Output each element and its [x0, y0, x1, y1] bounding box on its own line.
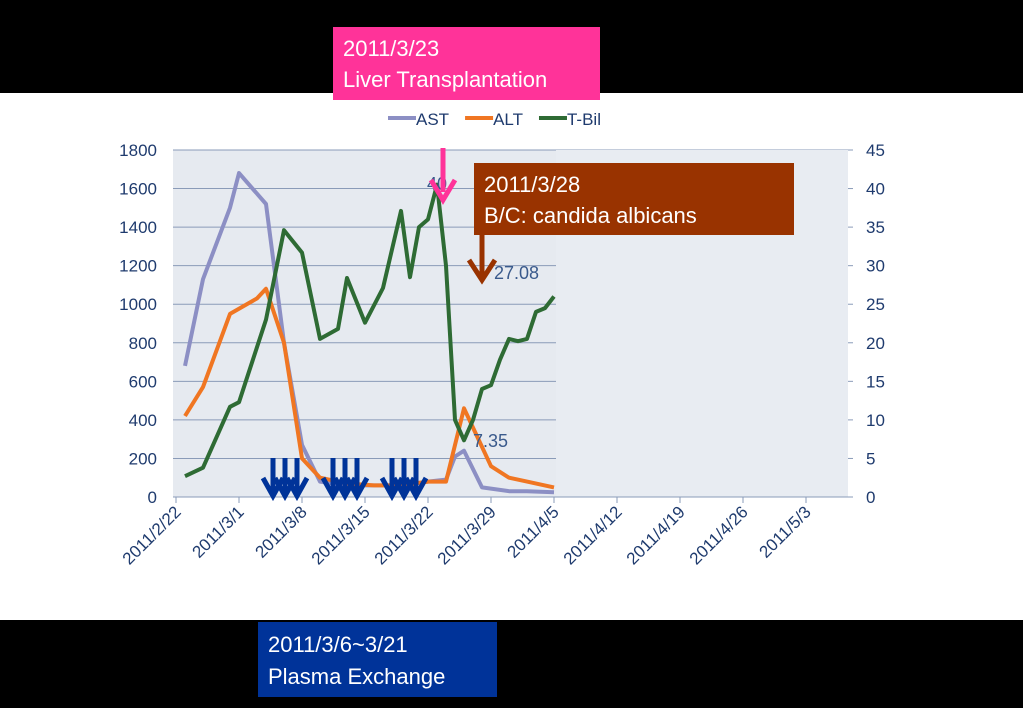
y-tick-label: 800	[129, 334, 157, 353]
y-tick-label: 1000	[119, 295, 157, 314]
y2-tick-label: 10	[866, 411, 885, 430]
callout-date: 2011/3/28	[484, 172, 580, 197]
y2-tick-label: 45	[866, 141, 885, 160]
y2-tick-label: 30	[866, 257, 885, 276]
y-tick-label: 400	[129, 411, 157, 430]
y2-tick-label: 20	[866, 334, 885, 353]
y2-tick-label: 5	[866, 449, 875, 468]
callout-date: 2011/3/23	[343, 36, 439, 61]
y-tick-label: 1800	[119, 141, 157, 160]
y2-tick-label: 0	[866, 488, 875, 507]
series-line	[184, 182, 556, 479]
legend-label: T-Bil	[567, 110, 601, 129]
callout-text: Liver Transplantation	[343, 67, 547, 92]
y2-tick-label: 15	[866, 372, 885, 391]
callout-arrow	[428, 178, 458, 205]
legend: AST ALT T-Bil	[388, 110, 601, 129]
callout-box	[333, 27, 600, 100]
pe-arrow	[284, 458, 310, 502]
callout-arrow	[466, 258, 498, 285]
y-tick-label: 0	[148, 488, 157, 507]
y-tick-label: 1200	[119, 257, 157, 276]
y-tick-label: 1400	[119, 218, 157, 237]
callout-box	[474, 163, 794, 235]
y2-tick-label: 40	[866, 180, 885, 199]
y2-tick-label: 35	[866, 218, 885, 237]
legend-label: AST	[416, 110, 449, 129]
callout-text: B/C: candida albicans	[484, 203, 697, 228]
data-label: 27.08	[494, 263, 539, 283]
series-line	[183, 286, 555, 490]
callout-date: 2011/3/6~3/21	[268, 632, 408, 657]
y-tick-label: 600	[129, 372, 157, 391]
data-label: 7.35	[473, 431, 508, 451]
legend-label: ALT	[493, 110, 523, 129]
y-tick-label: 200	[129, 449, 157, 468]
callout-text: Plasma Exchange	[268, 664, 445, 689]
callout-box	[258, 622, 497, 697]
y-tick-label: 1600	[119, 180, 157, 199]
pe-arrow	[344, 458, 370, 502]
pe-arrow	[403, 458, 429, 502]
y2-tick-label: 25	[866, 295, 885, 314]
